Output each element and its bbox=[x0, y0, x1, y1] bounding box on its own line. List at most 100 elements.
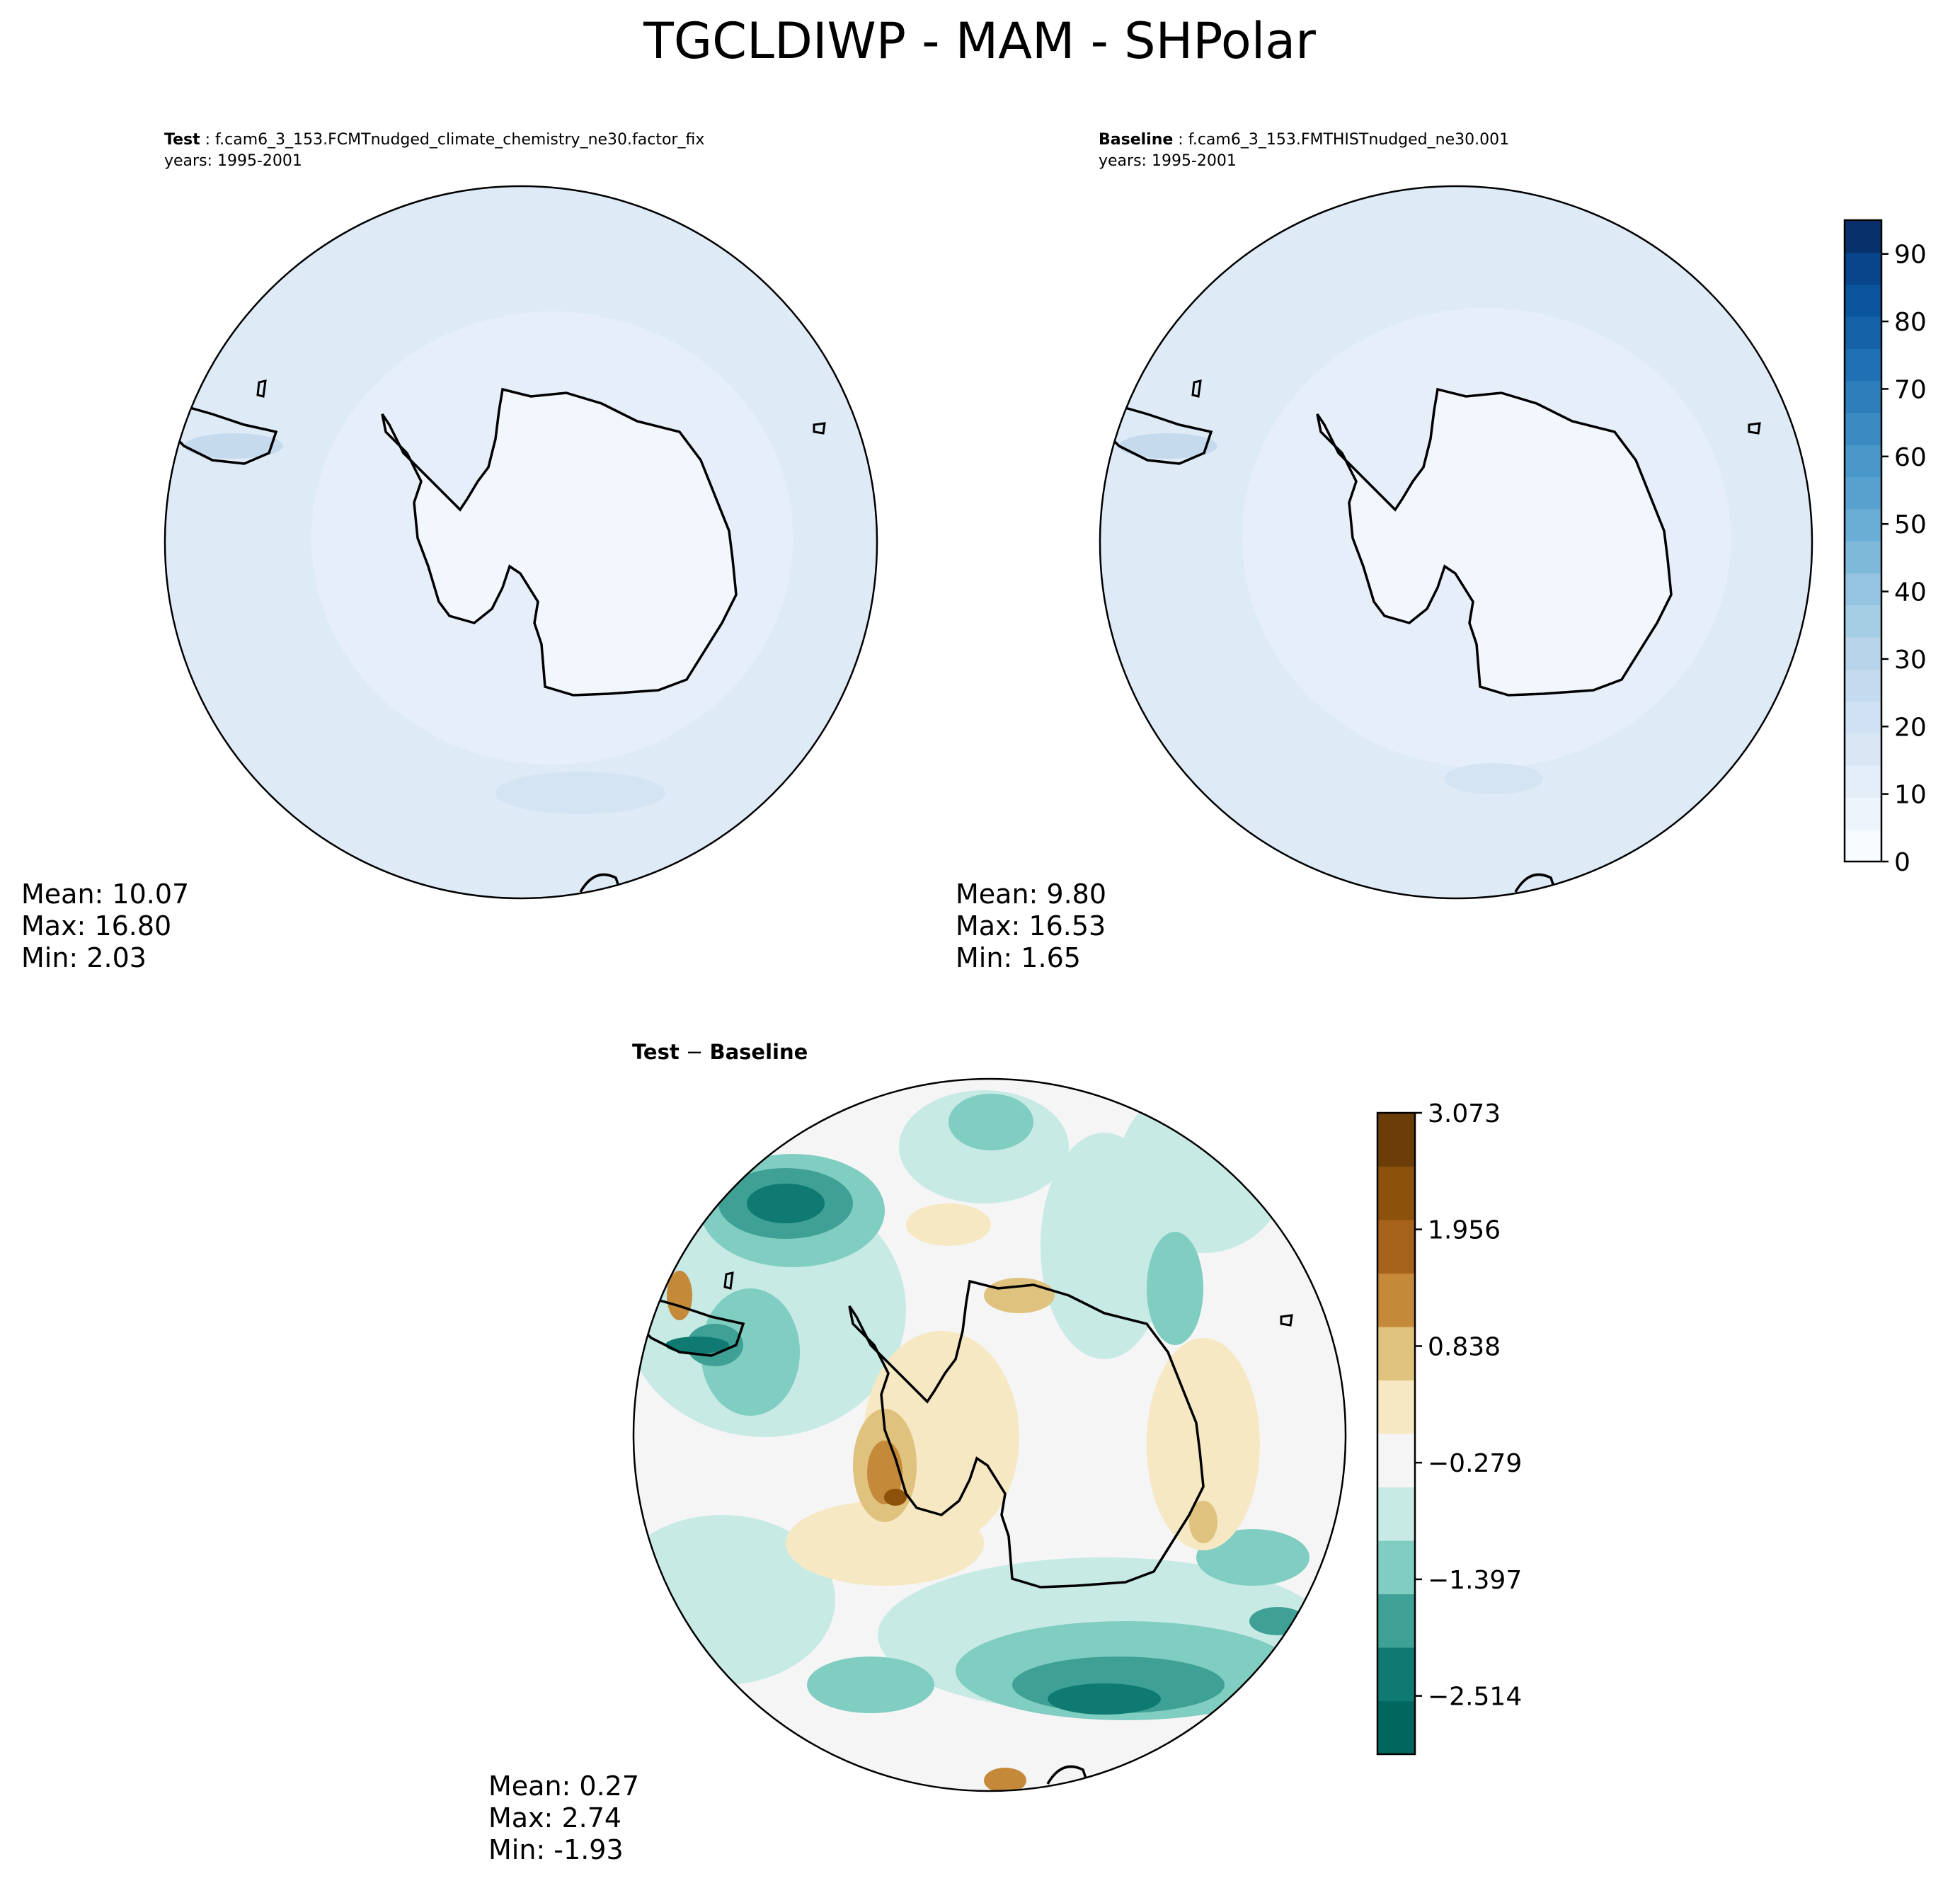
diff-patch-negative bbox=[984, 1768, 1026, 1791]
diff-patch-positive bbox=[1048, 1683, 1161, 1715]
island-coastline bbox=[1191, 379, 1202, 398]
panel-baseline-case: : f.cam6_3_153.FMTHISTnudged_ne30.001 bbox=[1173, 131, 1509, 149]
diff-patch-positive bbox=[1196, 1529, 1309, 1586]
south-america-coastline bbox=[1100, 399, 1213, 465]
colorbar-segment bbox=[1845, 380, 1881, 413]
colorbar-segment bbox=[1845, 733, 1881, 766]
colorbar-segment bbox=[1377, 1700, 1415, 1755]
island-coastline bbox=[813, 422, 826, 435]
panel-test-title: Test : f.cam6_3_153.FCMTnudged_climate_c… bbox=[164, 131, 704, 149]
colorbar-segment bbox=[1845, 476, 1881, 510]
diff-patch-negative bbox=[906, 1203, 991, 1246]
panel-test-label: Test bbox=[164, 131, 200, 149]
south-america-coastline bbox=[634, 1291, 745, 1357]
colorbar-tick-label: −2.514 bbox=[1428, 1683, 1522, 1712]
colorbar-tick-label: 80 bbox=[1894, 308, 1927, 337]
colorbar-segment bbox=[1845, 284, 1881, 317]
colorbar-segment bbox=[1845, 765, 1881, 798]
diff-patch-positive bbox=[665, 1337, 729, 1354]
colorbar-segment bbox=[1845, 636, 1881, 670]
colorbar-tick-label: −1.397 bbox=[1428, 1566, 1522, 1595]
panel-test: Test : f.cam6_3_153.FCMTnudged_climate_c… bbox=[21, 131, 878, 973]
map-baseline-frame bbox=[1099, 185, 1813, 900]
colorbar-segment bbox=[1377, 1113, 1415, 1167]
diff-patch-negative bbox=[1189, 1501, 1217, 1543]
colorbar-tick-label: 50 bbox=[1894, 510, 1927, 539]
australia-coastline bbox=[1514, 873, 1559, 898]
panel-baseline: Baseline : f.cam6_3_153.FMTHISTnudged_ne… bbox=[956, 131, 1813, 973]
panel-baseline-title: Baseline : f.cam6_3_153.FMTHISTnudged_ne… bbox=[1099, 131, 1509, 149]
map-baseline-patch bbox=[1118, 433, 1217, 459]
island-coastline bbox=[1280, 1314, 1293, 1327]
panel-test-max: Max: 16.80 bbox=[21, 910, 171, 942]
colorbar-segment bbox=[1845, 508, 1881, 542]
panel-difference-minus: − bbox=[680, 1040, 710, 1064]
panel-difference-min: Min: -1.93 bbox=[488, 1834, 624, 1865]
colorbar-tick-label: 10 bbox=[1894, 781, 1927, 810]
map-difference-frame bbox=[632, 1077, 1347, 1792]
panel-baseline-label: Baseline bbox=[1099, 131, 1173, 149]
map-baseline bbox=[1100, 186, 1812, 898]
map-test-patch bbox=[495, 772, 665, 814]
colorbar-segment bbox=[1845, 829, 1881, 862]
colorbar-segment bbox=[1845, 412, 1881, 445]
colorbar-segment bbox=[1377, 1594, 1415, 1648]
map-test bbox=[165, 186, 877, 898]
colorbar-segment bbox=[1377, 1434, 1415, 1488]
colorbar-frame bbox=[1843, 219, 1883, 863]
panel-difference-label2: Baseline bbox=[709, 1040, 808, 1064]
colorbar-segment bbox=[1845, 669, 1881, 702]
colorbar-segment bbox=[1845, 541, 1881, 573]
colorbar-segment bbox=[1377, 1166, 1415, 1220]
colorbar-tick-label: 0 bbox=[1894, 848, 1910, 877]
diff-patch-negative bbox=[1147, 1338, 1260, 1550]
island-coastline bbox=[256, 379, 267, 398]
diff-patch-negative bbox=[984, 1278, 1055, 1313]
diff-patch-positive bbox=[747, 1184, 825, 1223]
colorbar-segment bbox=[1845, 445, 1881, 477]
colorbar-segment bbox=[1845, 701, 1881, 734]
colorbar-tick-label: 30 bbox=[1894, 646, 1927, 675]
colorbar-frame bbox=[1376, 1111, 1416, 1756]
diff-patch-negative bbox=[884, 1489, 907, 1506]
map-test-frame bbox=[164, 185, 878, 900]
colorbar-segment bbox=[1845, 220, 1881, 253]
colorbar-segment bbox=[1377, 1647, 1415, 1702]
diff-patch-negative bbox=[786, 1501, 984, 1586]
panel-difference-mean: Mean: 0.27 bbox=[488, 1770, 639, 1802]
colorbar-tick-label: 60 bbox=[1894, 443, 1927, 472]
map-test-patch bbox=[184, 433, 283, 459]
island-coastline bbox=[1748, 422, 1761, 435]
colorbar-test-baseline: 0 10 20 30 40 50 60 70 80 90 bbox=[1843, 219, 1927, 877]
colorbar-segment bbox=[1377, 1380, 1415, 1434]
figure-title: TGCLDIWP - MAM - SHPolar bbox=[643, 12, 1316, 70]
panel-test-mean: Mean: 10.07 bbox=[21, 879, 189, 910]
panel-baseline-years: years: 1995-2001 bbox=[1099, 152, 1237, 170]
colorbar-segment bbox=[1845, 348, 1881, 382]
colorbar-tick-label: 40 bbox=[1894, 578, 1927, 607]
diff-patch-positive bbox=[1118, 1083, 1288, 1253]
colorbar-tick-label: 70 bbox=[1894, 375, 1927, 404]
panel-test-case: : f.cam6_3_153.FCMTnudged_climate_chemis… bbox=[200, 131, 705, 149]
colorbar-segment bbox=[1377, 1220, 1415, 1274]
south-america-coastline bbox=[165, 399, 278, 465]
panel-difference-max: Max: 2.74 bbox=[488, 1802, 621, 1833]
colorbar-segment bbox=[1377, 1273, 1415, 1327]
colorbar-difference: 3.073 1.956 0.838 −0.279 −1.397 −2.514 bbox=[1376, 1099, 1522, 1756]
colorbar-tick-label: 1.956 bbox=[1428, 1216, 1501, 1245]
colorbar-segment bbox=[1377, 1487, 1415, 1541]
map-baseline-patch bbox=[1444, 763, 1543, 794]
panel-baseline-min: Min: 1.65 bbox=[956, 942, 1081, 973]
panel-difference-label: Test bbox=[632, 1040, 680, 1064]
colorbar-segment bbox=[1377, 1540, 1415, 1595]
panel-difference: Test − Baseline bbox=[488, 1040, 1347, 1865]
colorbar-segment bbox=[1845, 573, 1881, 606]
panel-difference-title: Test − Baseline bbox=[632, 1040, 808, 1064]
colorbar-segment bbox=[1377, 1327, 1415, 1381]
colorbar-segment bbox=[1845, 605, 1881, 638]
panel-baseline-max: Max: 16.53 bbox=[956, 910, 1106, 942]
colorbar-tick-label: 20 bbox=[1894, 713, 1927, 742]
diff-patch-positive bbox=[1249, 1607, 1306, 1635]
panel-baseline-mean: Mean: 9.80 bbox=[956, 879, 1106, 910]
